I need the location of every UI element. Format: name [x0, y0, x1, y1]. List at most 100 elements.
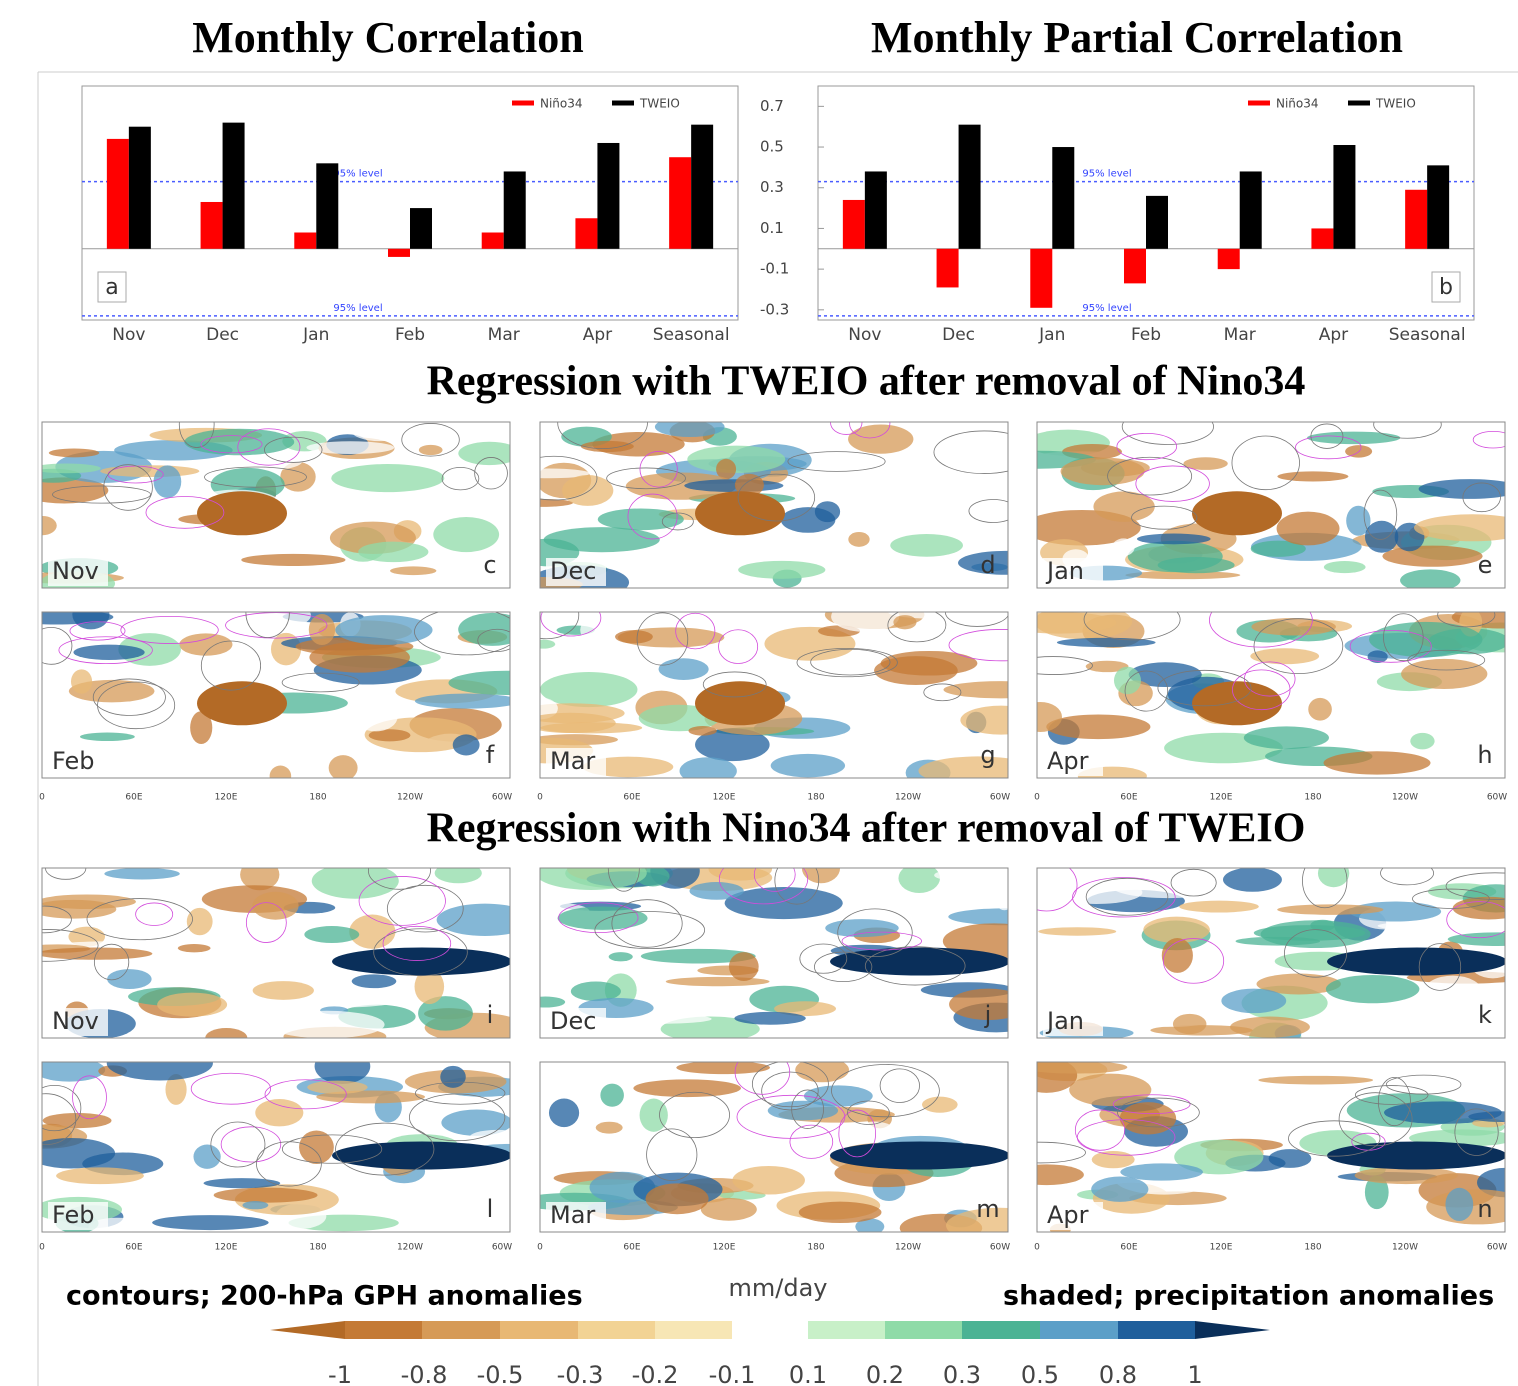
map-frame — [539, 611, 1009, 779]
contour — [1385, 1074, 1462, 1095]
bar — [1427, 165, 1450, 249]
shade — [540, 468, 590, 479]
shade — [252, 891, 299, 920]
shade-core — [830, 1141, 1008, 1170]
shade — [1277, 904, 1384, 915]
x-tick-label: Nov — [848, 325, 881, 345]
panel-label: a — [105, 275, 118, 300]
panel-month: Apr — [1047, 1201, 1089, 1229]
shade — [580, 440, 634, 452]
contour — [849, 422, 891, 439]
contour — [774, 868, 820, 905]
shade — [56, 1167, 144, 1185]
shade — [268, 1010, 385, 1038]
shade — [1179, 900, 1259, 913]
contour — [1232, 669, 1291, 711]
colorbar-unit: mm/day — [729, 1274, 828, 1302]
shade — [448, 670, 510, 696]
contour — [646, 1128, 698, 1181]
lon-label: 120W — [895, 1243, 921, 1253]
map-panel — [42, 1062, 510, 1232]
contour — [1121, 422, 1214, 445]
lon-label: 60W — [990, 793, 1010, 803]
bar — [1333, 145, 1356, 249]
contour — [1373, 422, 1442, 439]
contour — [718, 629, 759, 664]
bar — [669, 157, 692, 249]
colorbar-tick-label: 0.5 — [1021, 1361, 1059, 1386]
contour — [1209, 612, 1313, 648]
shade-core — [1192, 491, 1282, 536]
colorbar-swatch — [578, 1321, 655, 1339]
shade — [368, 729, 411, 742]
contour — [92, 678, 166, 716]
contour — [1454, 1108, 1499, 1156]
map-frame — [41, 421, 511, 589]
legend-label: Niño34 — [1276, 97, 1319, 111]
contour — [1288, 1120, 1381, 1157]
shade — [595, 1121, 623, 1134]
shade — [943, 681, 1008, 699]
x-tick-label: Feb — [1131, 325, 1161, 345]
bar — [575, 218, 598, 249]
shade — [784, 545, 876, 562]
contour — [358, 876, 446, 926]
contour — [408, 1093, 506, 1142]
shade — [1143, 916, 1210, 944]
shade — [242, 1201, 269, 1210]
map-frame — [41, 1061, 511, 1233]
map-frame — [1036, 611, 1506, 779]
shade — [203, 1178, 281, 1189]
shade — [1243, 726, 1329, 750]
shade — [1091, 1151, 1135, 1169]
contour — [831, 1064, 940, 1118]
y-tick-label: -0.3 — [760, 300, 789, 318]
contour — [86, 898, 193, 941]
shade — [831, 612, 900, 632]
shade — [679, 757, 737, 778]
chart-title: Monthly Correlation — [192, 13, 584, 62]
shade — [803, 1085, 873, 1107]
contour — [281, 672, 360, 693]
bar — [1146, 195, 1168, 249]
contour — [702, 671, 767, 698]
shade — [414, 969, 445, 1005]
panel-month: Feb — [52, 747, 95, 775]
contour — [1162, 938, 1225, 984]
contour — [414, 612, 510, 656]
x-tick-label: Mar — [488, 325, 520, 345]
lon-label: 180 — [807, 793, 824, 803]
x-tick-label: Nov — [112, 325, 145, 345]
lon-label: 60W — [492, 793, 512, 803]
shade — [42, 477, 109, 504]
contour — [178, 422, 215, 448]
contour — [1076, 1119, 1176, 1156]
shade — [452, 734, 480, 756]
threshold-label: 95% level — [333, 303, 382, 314]
shade — [48, 448, 100, 458]
colorbar-arrow — [270, 1321, 345, 1339]
shade — [193, 1144, 221, 1169]
contour — [42, 627, 73, 665]
contour — [611, 899, 683, 948]
shade — [179, 633, 233, 656]
contour — [838, 1109, 877, 1158]
shade — [1091, 1176, 1149, 1202]
contour — [401, 423, 460, 457]
lon-label: 180 — [1304, 1243, 1321, 1253]
bar — [864, 171, 887, 249]
contour — [540, 455, 598, 501]
shade — [153, 465, 182, 498]
contour — [810, 648, 891, 676]
legend-label: TWEIO — [1375, 97, 1416, 111]
map-panel — [42, 868, 510, 1038]
shade — [540, 498, 573, 507]
shade — [562, 475, 614, 506]
shade — [306, 441, 395, 454]
shade — [70, 669, 93, 694]
month-box — [546, 748, 606, 776]
lon-label: 120E — [1210, 793, 1233, 803]
colorbar-swatch — [1118, 1321, 1195, 1339]
shade-core — [695, 681, 785, 726]
bar — [1311, 228, 1334, 249]
